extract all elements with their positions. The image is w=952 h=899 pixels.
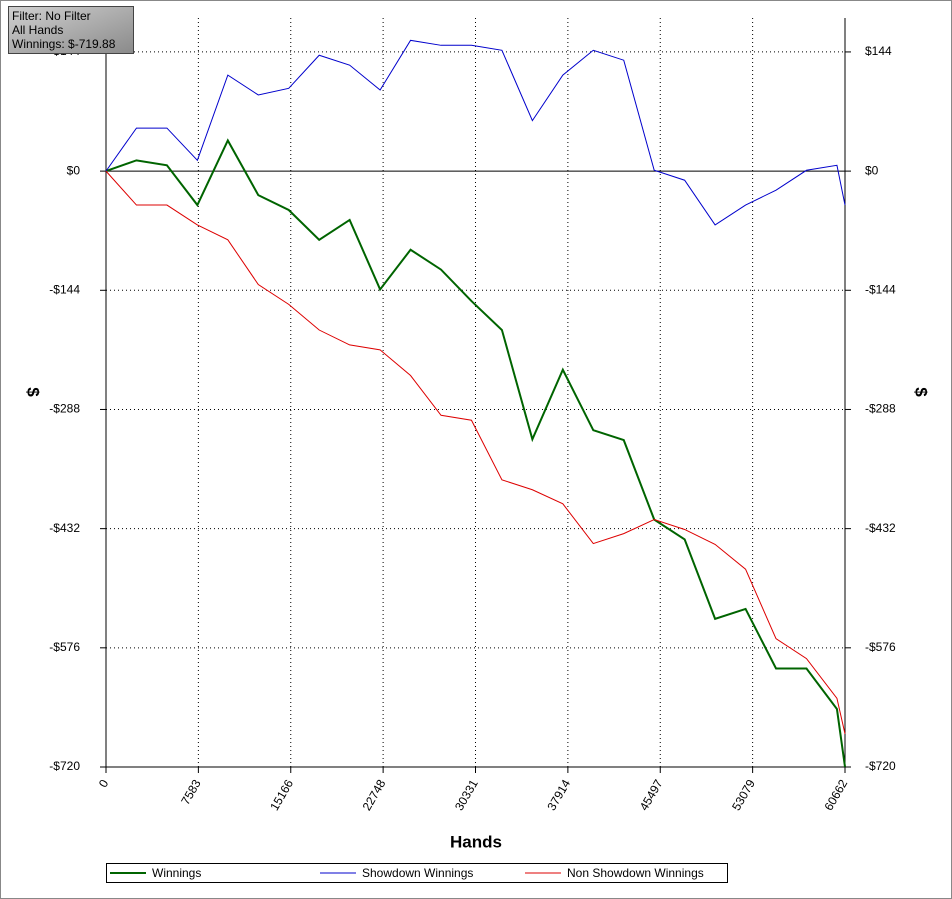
y-tick-label: -$432	[49, 521, 80, 535]
info-box	[8, 6, 134, 54]
series-line	[105, 39, 846, 226]
x-axis-label: Hands	[450, 832, 502, 851]
y2-tick-label: -$720	[865, 759, 896, 773]
series-line	[105, 138, 846, 768]
y-axis-label: $	[24, 387, 43, 397]
y-tick-label: -$288	[49, 402, 80, 416]
info-text: All Hands	[12, 23, 63, 37]
y-tick-label: -$144	[49, 282, 80, 296]
legend-label: Non Showdown Winnings	[567, 866, 704, 880]
y-tick-label: -$720	[49, 759, 80, 773]
y2-tick-label: -$432	[865, 521, 896, 535]
y2-axis-label: $	[912, 387, 931, 397]
y2-tick-label: -$288	[865, 402, 896, 416]
info-text: Winnings: $-719.88	[12, 37, 116, 51]
y2-tick-label: $144	[865, 44, 892, 58]
legend-label: Showdown Winnings	[362, 866, 473, 880]
legend	[106, 863, 728, 883]
legend-label: Winnings	[152, 866, 201, 880]
y2-tick-label: -$576	[865, 640, 896, 654]
y-tick-label: $0	[67, 163, 81, 177]
y2-tick-label: $0	[865, 163, 879, 177]
y2-tick-label: -$144	[865, 282, 896, 296]
series-line	[105, 170, 846, 735]
y-tick-label: -$576	[49, 640, 80, 654]
info-text: Filter: No Filter	[12, 9, 91, 23]
